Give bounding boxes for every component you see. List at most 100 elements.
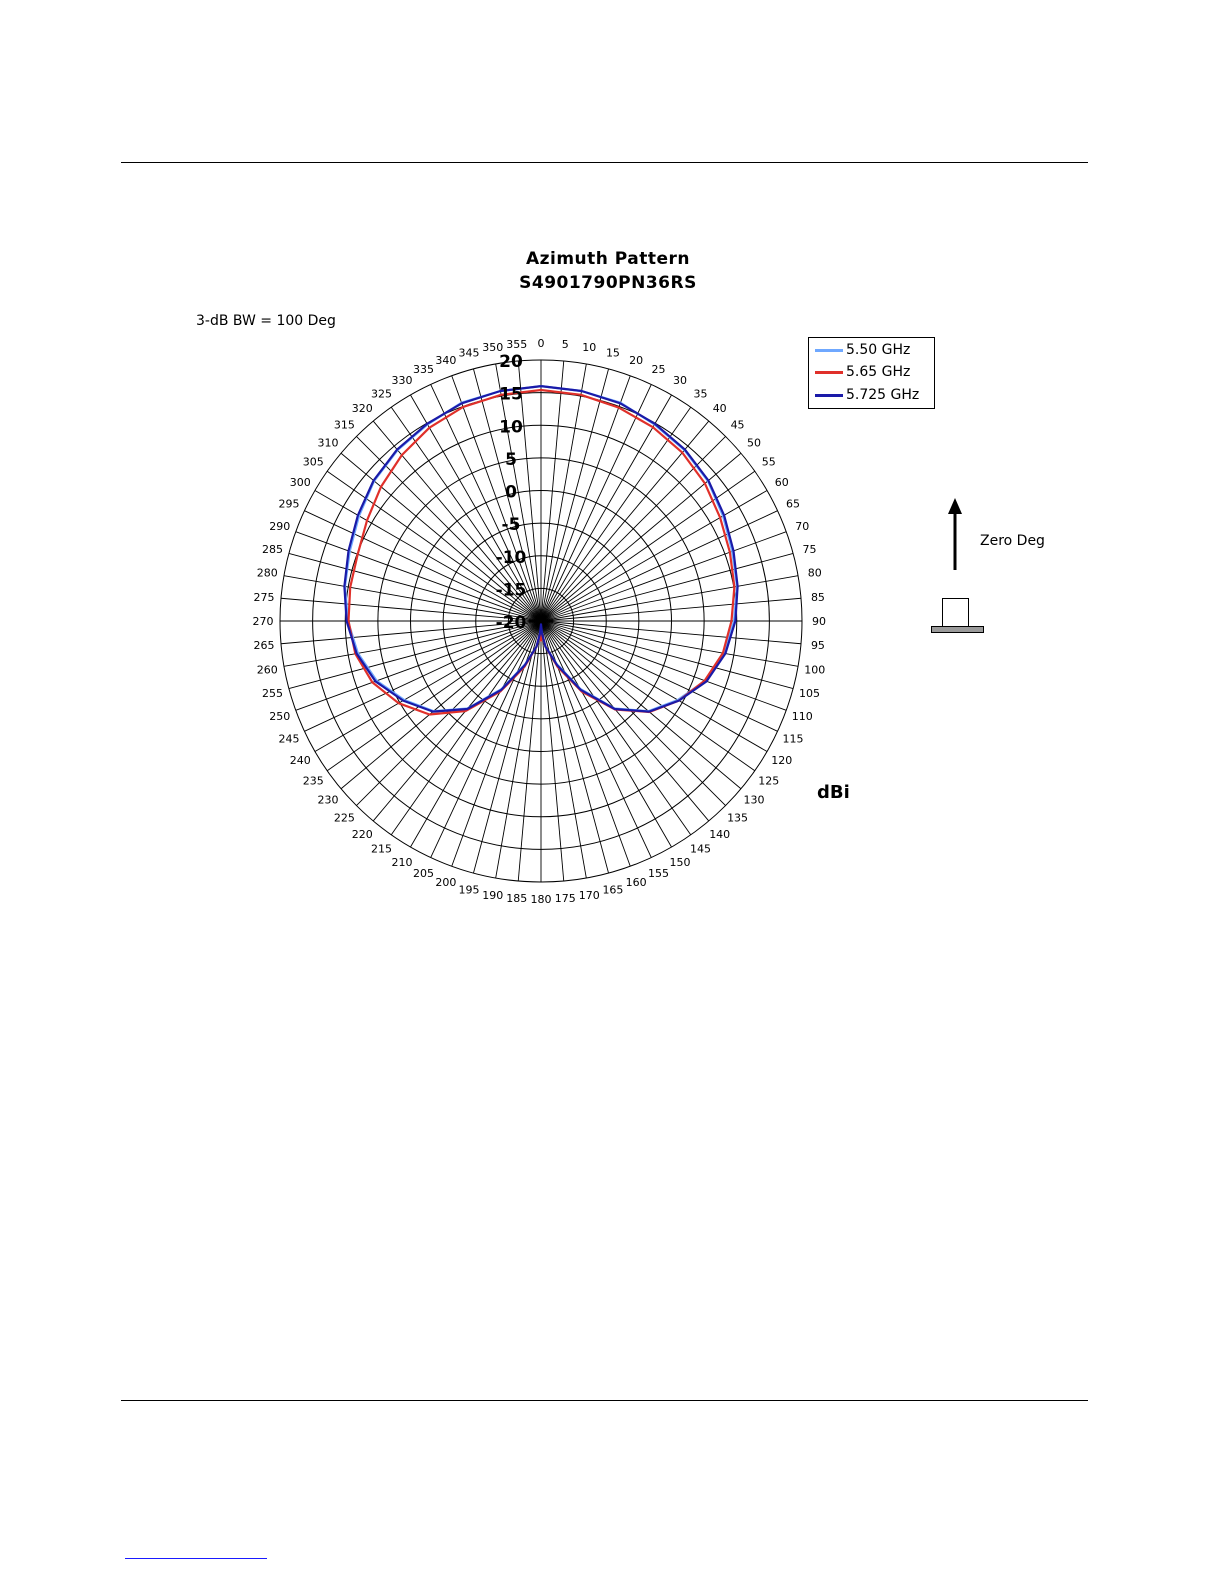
- legend-item: 5.65 GHz: [815, 362, 910, 382]
- grid-spoke: [283, 620, 542, 667]
- grid-spoke: [540, 363, 587, 622]
- angle-tick-label: 100: [804, 663, 825, 676]
- angle-tick-label: 325: [371, 387, 392, 400]
- angle-tick-label: 350: [482, 341, 503, 354]
- legend-label: 5.725 GHz: [846, 387, 920, 403]
- angle-tick-label: 245: [279, 732, 300, 745]
- angle-tick-label: 70: [795, 520, 809, 533]
- angle-tick-label: 15: [606, 346, 620, 359]
- grid-spoke: [540, 620, 565, 882]
- grid-spoke: [372, 620, 542, 822]
- zero-deg-arrow-icon: [948, 498, 962, 570]
- angle-tick-label: 205: [413, 867, 434, 880]
- radial-tick-label: 20: [499, 352, 523, 372]
- grid-spoke: [304, 510, 542, 622]
- angle-tick-label: 115: [782, 732, 803, 745]
- angle-tick-label: 270: [253, 615, 274, 628]
- angle-tick-label: 140: [709, 828, 730, 841]
- grid-spoke: [540, 531, 787, 622]
- legend-item: 5.50 GHz: [815, 340, 910, 360]
- grid-spoke: [540, 510, 778, 622]
- radial-tick-label: -5: [502, 515, 521, 535]
- legend-swatch: [815, 370, 843, 374]
- angle-tick-label: 175: [555, 892, 576, 905]
- grid-spoke: [495, 620, 542, 879]
- series-line: [347, 388, 736, 716]
- series-layer: [343, 385, 739, 716]
- radial-tick-label: -15: [496, 580, 527, 600]
- angle-tick-label: 120: [771, 754, 792, 767]
- grid-spoke: [540, 620, 652, 858]
- angle-tick-label: 300: [290, 476, 311, 489]
- angle-tick-label: 110: [792, 710, 813, 723]
- angle-tick-label: 45: [731, 418, 745, 431]
- angle-tick-label: 170: [579, 889, 600, 902]
- angle-tick-label: 125: [758, 774, 779, 787]
- grid-spoke: [540, 620, 631, 867]
- grid-spoke: [473, 620, 542, 874]
- angle-tick-label: 90: [812, 615, 826, 628]
- bandwidth-note: 3-dB BW = 100 Deg: [196, 313, 336, 329]
- bottom-rule: [121, 1400, 1088, 1401]
- angle-tick-label: 150: [670, 856, 691, 869]
- angle-tick-label: 235: [303, 774, 324, 787]
- antenna-base-icon: [931, 626, 984, 633]
- grid-spoke: [540, 620, 802, 645]
- grid-spoke: [314, 490, 542, 622]
- grid-spoke: [540, 620, 726, 806]
- grid-spoke: [430, 384, 542, 622]
- grid-spoke: [314, 620, 542, 752]
- angle-tick-label: 215: [371, 843, 392, 856]
- grid-spoke: [540, 384, 652, 622]
- antenna-icon: [942, 598, 969, 626]
- zero-deg-label: Zero Deg: [980, 533, 1045, 549]
- angle-tick-label: 165: [602, 884, 623, 897]
- grid-spoke: [540, 575, 799, 622]
- legend-swatch: [815, 348, 843, 352]
- angle-tick-label: 80: [808, 567, 822, 580]
- grid-spoke: [540, 620, 742, 790]
- angle-tick-label: 65: [786, 498, 800, 511]
- angle-tick-label: 160: [626, 876, 647, 889]
- angle-tick-label: 10: [582, 341, 596, 354]
- legend-label: 5.65 GHz: [846, 364, 911, 380]
- angle-tick-label: 75: [803, 543, 817, 556]
- grid-spoke: [410, 394, 542, 622]
- angle-tick-label: 155: [648, 867, 669, 880]
- grid-spoke: [540, 620, 587, 879]
- angle-tick-label: 130: [743, 794, 764, 807]
- angle-tick-label: 225: [334, 812, 355, 825]
- angle-tick-label: 250: [269, 710, 290, 723]
- angle-tick-label: 285: [262, 543, 283, 556]
- grid-spoke: [295, 620, 542, 711]
- radial-tick-label: 10: [499, 417, 523, 437]
- angle-tick-label: 240: [290, 754, 311, 767]
- angle-tick-label: 335: [413, 363, 434, 376]
- grid-spoke: [540, 620, 787, 711]
- grid-spoke: [540, 436, 726, 622]
- grid-spoke: [540, 553, 794, 622]
- legend-item: 5.725 GHz: [815, 385, 919, 405]
- angle-tick-label: 210: [392, 856, 413, 869]
- angle-tick-label: 355: [506, 338, 527, 351]
- grid-spoke: [540, 620, 692, 836]
- radial-tick-label: -10: [496, 548, 527, 568]
- angle-tick-label: 20: [629, 354, 643, 367]
- radial-tick-label: -20: [496, 613, 527, 633]
- grid-spoke: [283, 575, 542, 622]
- radial-tick-label: 0: [505, 483, 517, 503]
- grid-spoke: [280, 620, 542, 645]
- radial-tick-labels: 20 15 10 5 0 -5 -10 -15 -20: [496, 352, 527, 633]
- grid-spoke: [326, 470, 542, 622]
- grid-spoke: [540, 375, 631, 622]
- grid-spoke: [540, 620, 794, 689]
- grid-spoke: [540, 620, 768, 752]
- angle-tick-label: 260: [257, 663, 278, 676]
- grid-spoke: [288, 620, 542, 689]
- angle-tick-label: 0: [538, 337, 545, 350]
- angle-tick-label: 315: [334, 418, 355, 431]
- angle-tick-label: 265: [254, 639, 275, 652]
- angle-tick-label: 60: [775, 476, 789, 489]
- footer-link-underline: [125, 1558, 267, 1559]
- grid-spoke: [540, 406, 692, 622]
